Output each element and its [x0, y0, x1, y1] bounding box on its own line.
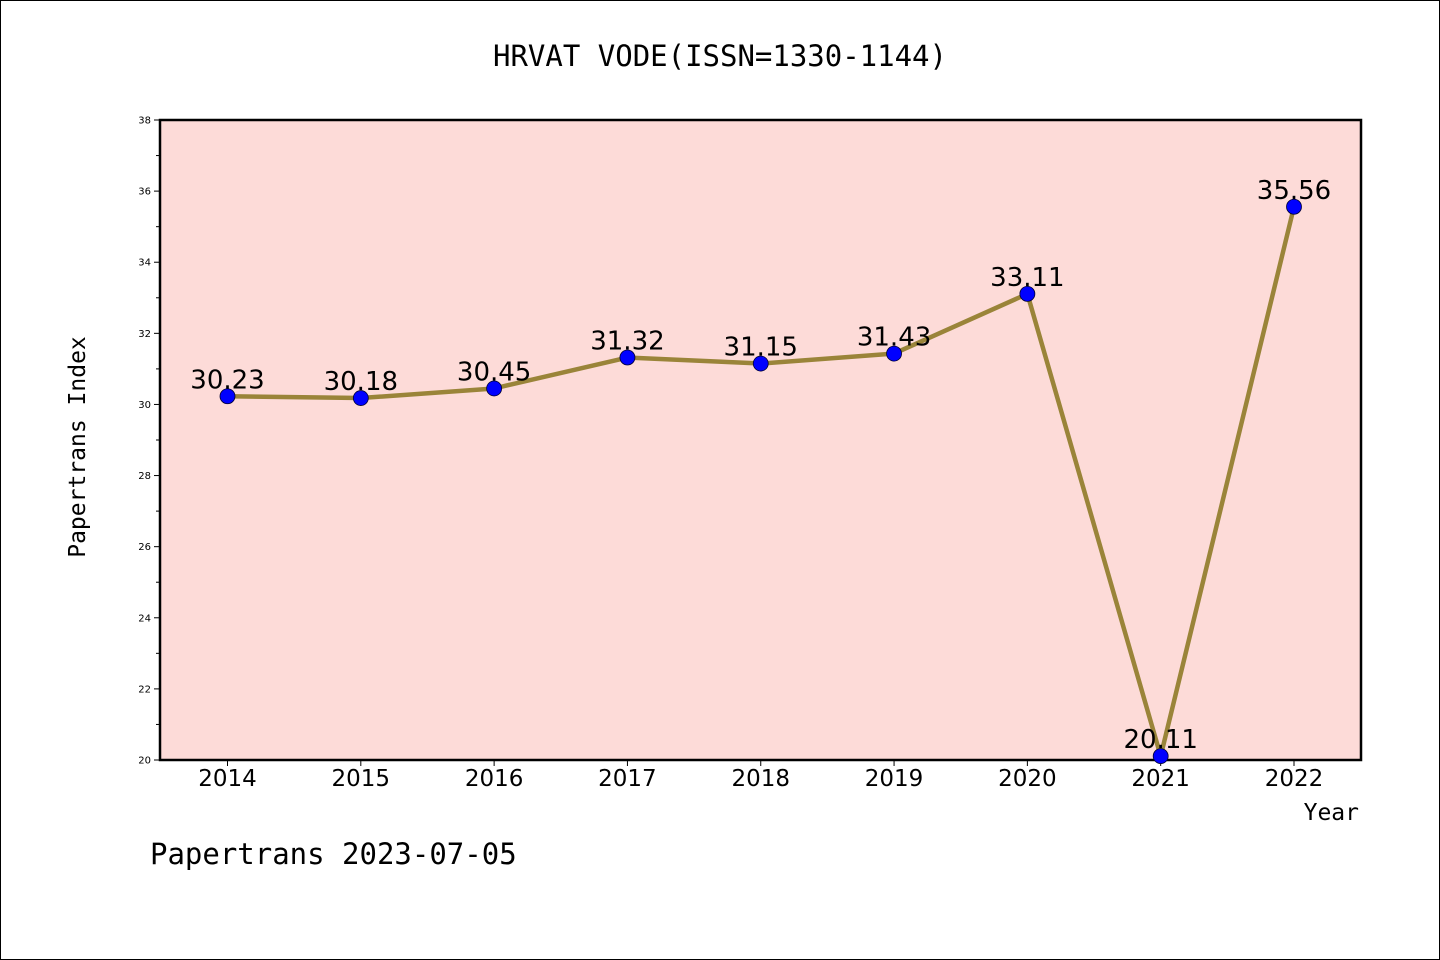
x-axis: 2014 2015 2016 2017 2018 2019 2020 2021 2022 — [198, 760, 1323, 792]
y-tick-label: 20 — [138, 756, 151, 767]
data-label: 31.15 — [724, 333, 798, 363]
data-point-marker — [486, 380, 503, 397]
data-point-marker — [752, 355, 769, 372]
data-label: 20.11 — [1123, 725, 1197, 755]
x-tick-label: 2021 — [1131, 766, 1190, 792]
y-tick-label: 38 — [138, 116, 151, 127]
footer-caption: Papertrans 2023-07-05 — [150, 837, 517, 871]
data-point-marker — [886, 345, 902, 362]
data-point-marker — [1152, 748, 1169, 764]
y-tick-label: 34 — [138, 258, 151, 269]
y-tick-label: 32 — [138, 329, 151, 340]
data-label: 31.43 — [857, 323, 931, 353]
x-tick-label: 2022 — [1265, 766, 1324, 792]
x-tick-label: 2017 — [598, 766, 657, 792]
chart-title: HRVAT VODE(ISSN=1330-1144) — [493, 39, 947, 73]
x-axis-label: Year — [1304, 800, 1359, 826]
y-axis-label: Papertrans Index — [65, 336, 91, 558]
y-tick-label: 22 — [138, 684, 151, 695]
y-tick-label: 28 — [138, 471, 151, 482]
data-label: 35.56 — [1257, 176, 1331, 206]
data-label: 30.45 — [457, 357, 531, 387]
data-point-marker — [1019, 285, 1036, 302]
x-tick-label: 2019 — [865, 766, 924, 792]
y-tick-label: 26 — [138, 542, 151, 553]
x-tick-label: 2018 — [731, 766, 790, 792]
data-label: 30.18 — [324, 367, 398, 397]
plot-area — [158, 118, 1363, 762]
y-tick-label: 36 — [138, 187, 151, 198]
data-label: 33.11 — [990, 263, 1064, 293]
data-label: 31.32 — [590, 327, 664, 357]
data-label: 30.23 — [190, 365, 264, 395]
x-tick-label: 2015 — [332, 766, 391, 792]
x-tick-label: 2020 — [998, 766, 1057, 792]
x-tick-label: 2016 — [465, 766, 524, 792]
data-point-marker — [619, 349, 636, 366]
data-point-marker — [1286, 198, 1302, 215]
x-tick-label: 2014 — [198, 766, 257, 792]
y-tick-label: 24 — [138, 613, 151, 624]
series-group: 30.23 30.18 30.45 31.32 31.15 31.43 33.11 20.11… — [190, 176, 1331, 764]
y-tick-label: 30 — [138, 400, 151, 411]
y-axis: 20 22 24 26 28 30 32 34 36 38 — [138, 116, 160, 767]
data-point-marker — [352, 390, 369, 406]
data-point-marker — [219, 388, 236, 405]
